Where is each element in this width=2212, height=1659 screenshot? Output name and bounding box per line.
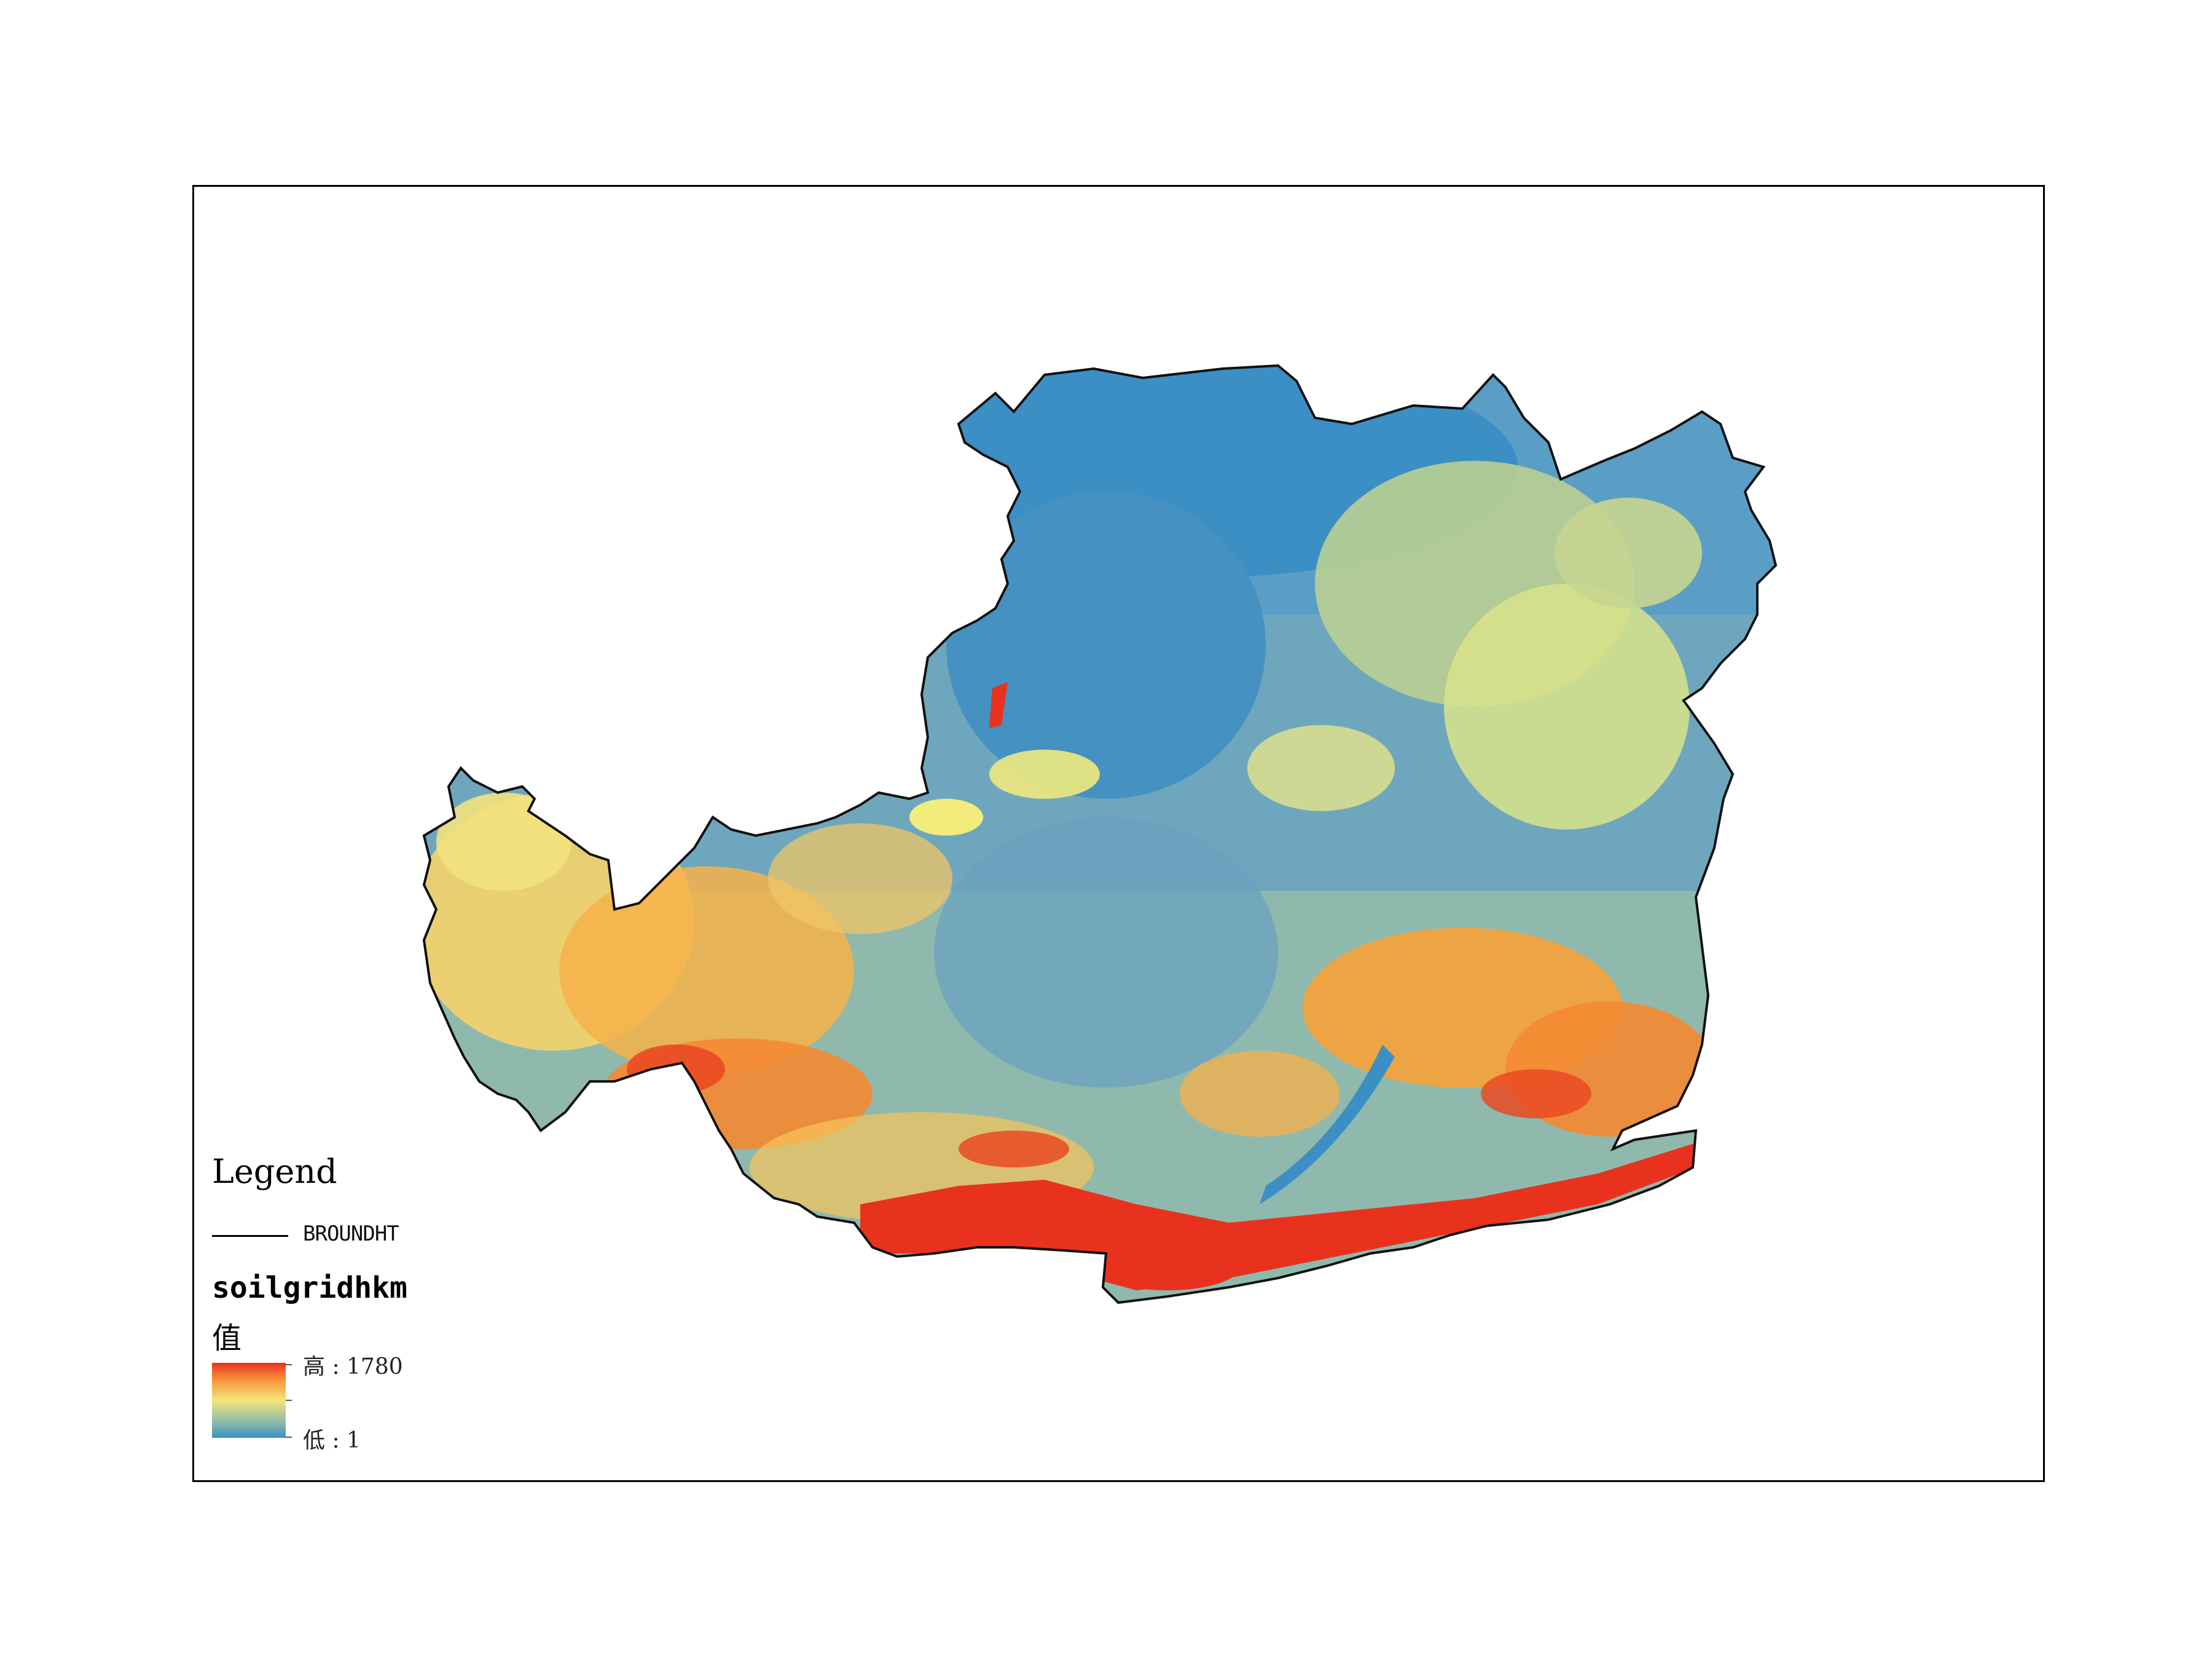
ramp-low-label: 低 : 1: [303, 1428, 361, 1453]
ramp-tick-high: [286, 1364, 292, 1365]
ramp-tick-low: [286, 1437, 292, 1438]
legend-title: Legend: [212, 1152, 337, 1191]
ramp-tick-mid: [286, 1400, 292, 1401]
boundary-line-symbol: [212, 1235, 288, 1237]
raster-layer-label: soilgridhkm: [212, 1271, 407, 1305]
field-label: 值: [212, 1321, 242, 1355]
boundary-layer-label: BROUNDHT: [303, 1222, 399, 1246]
color-ramp: [212, 1363, 286, 1438]
ramp-high-label: 高 : 1780: [303, 1354, 403, 1379]
